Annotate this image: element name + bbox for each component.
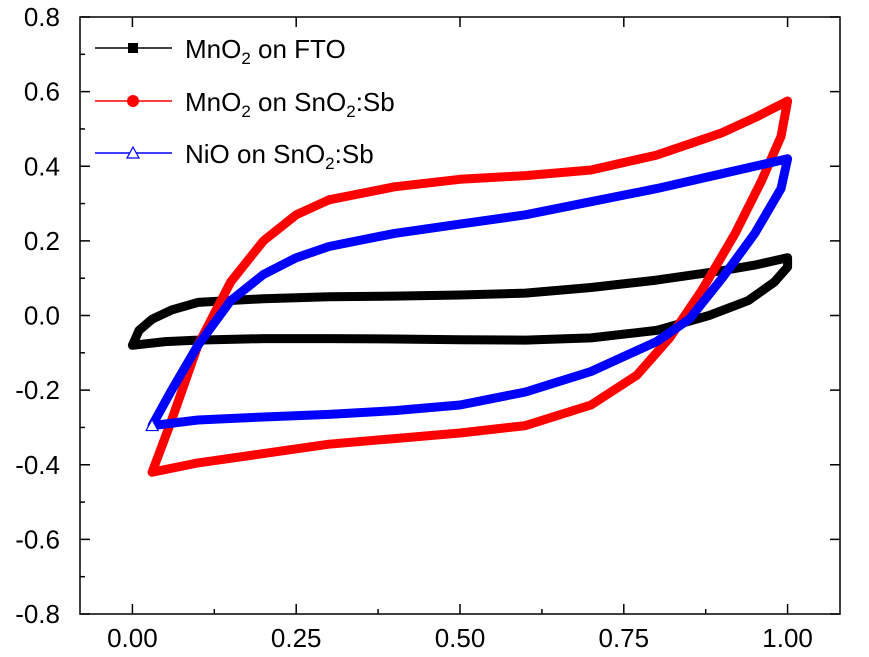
x-tick-label: 1.00 bbox=[762, 623, 813, 653]
y-tick-label: -0.2 bbox=[15, 375, 60, 405]
series-line-2 bbox=[147, 154, 793, 431]
y-tick-label: -0.6 bbox=[15, 524, 60, 554]
x-tick-label: 0.25 bbox=[271, 623, 322, 653]
y-tick-label: 0.2 bbox=[24, 226, 60, 256]
curves-layer bbox=[127, 96, 793, 477]
y-tick-label: 0.4 bbox=[24, 151, 60, 181]
legend-marker-0 bbox=[128, 43, 138, 53]
y-tick-label: -0.8 bbox=[15, 599, 60, 629]
legend: MnO2 on FTO MnO2 on SnO2:Sb NiO on SnO2:Sb bbox=[95, 34, 395, 173]
legend-label-2: NiO on SnO2:Sb bbox=[185, 139, 374, 173]
series-endpoint-marker-2 bbox=[145, 418, 160, 432]
legend-marker-1 bbox=[127, 95, 139, 107]
legend-marker-2 bbox=[125, 145, 141, 159]
y-tick-label: 0.8 bbox=[24, 2, 60, 32]
x-tick-label: 0.75 bbox=[598, 623, 649, 653]
x-tick-label: 0.00 bbox=[107, 623, 158, 653]
ticks-layer: 0.00 0.25 0.50 0.75 1.00 -0.8 -0.6 -0.4 -0.2 0.0 0… bbox=[15, 2, 840, 653]
series-line-1 bbox=[147, 96, 793, 477]
y-tick-label: 0.6 bbox=[24, 77, 60, 107]
y-tick-label: -0.4 bbox=[15, 450, 60, 480]
x-tick-label: 0.50 bbox=[435, 623, 486, 653]
y-tick-label: 0.0 bbox=[24, 301, 60, 331]
legend-label-0: MnO2 on FTO bbox=[185, 34, 346, 68]
series-line-0 bbox=[127, 253, 793, 350]
legend-label-1: MnO2 on SnO2:Sb bbox=[185, 87, 395, 121]
